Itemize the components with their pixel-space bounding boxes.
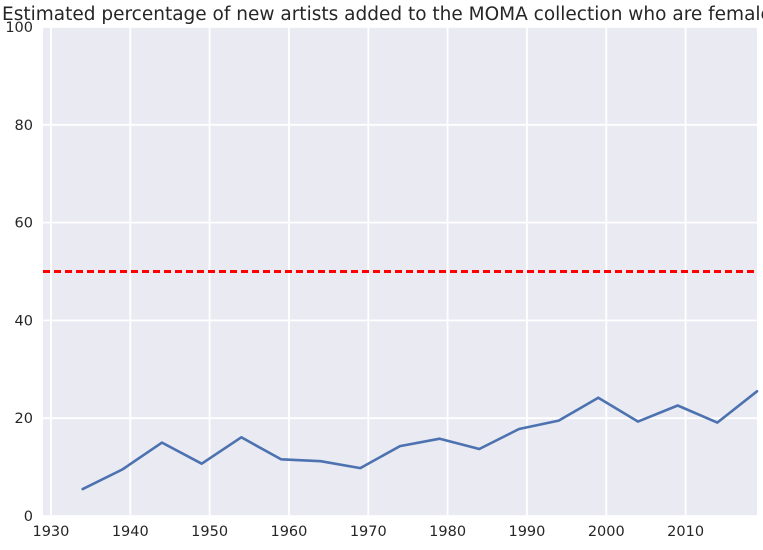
y-tick-label: 80 — [15, 118, 33, 134]
y-tick-label: 20 — [15, 411, 33, 427]
series-lines — [81, 389, 759, 491]
x-tick-label: 1930 — [32, 524, 69, 540]
x-tick-label: 1970 — [350, 524, 387, 540]
x-tick-label: 1960 — [270, 524, 307, 540]
x-tick-label: 1990 — [508, 524, 545, 540]
y-tick-label: 0 — [24, 509, 33, 525]
y-tick-labels: 0 20 40 60 80 100 — [5, 20, 33, 525]
x-tick-label: 2000 — [588, 524, 625, 540]
x-tick-labels: 1930 1940 1950 1960 1970 1980 1990 2000 2010 — [32, 524, 704, 540]
x-tick-label: 1940 — [112, 524, 149, 540]
chart-title: Estimated percentage of new artists adde… — [2, 4, 763, 25]
series-line — [81, 389, 759, 491]
x-tick-label: 2010 — [667, 524, 704, 540]
y-gridlines — [43, 26, 757, 517]
y-tick-label: 100 — [5, 20, 33, 36]
y-tick-label: 40 — [15, 313, 33, 329]
y-tick-label: 60 — [15, 216, 33, 232]
x-tick-label: 1950 — [191, 524, 228, 540]
x-tick-label: 1980 — [429, 524, 466, 540]
